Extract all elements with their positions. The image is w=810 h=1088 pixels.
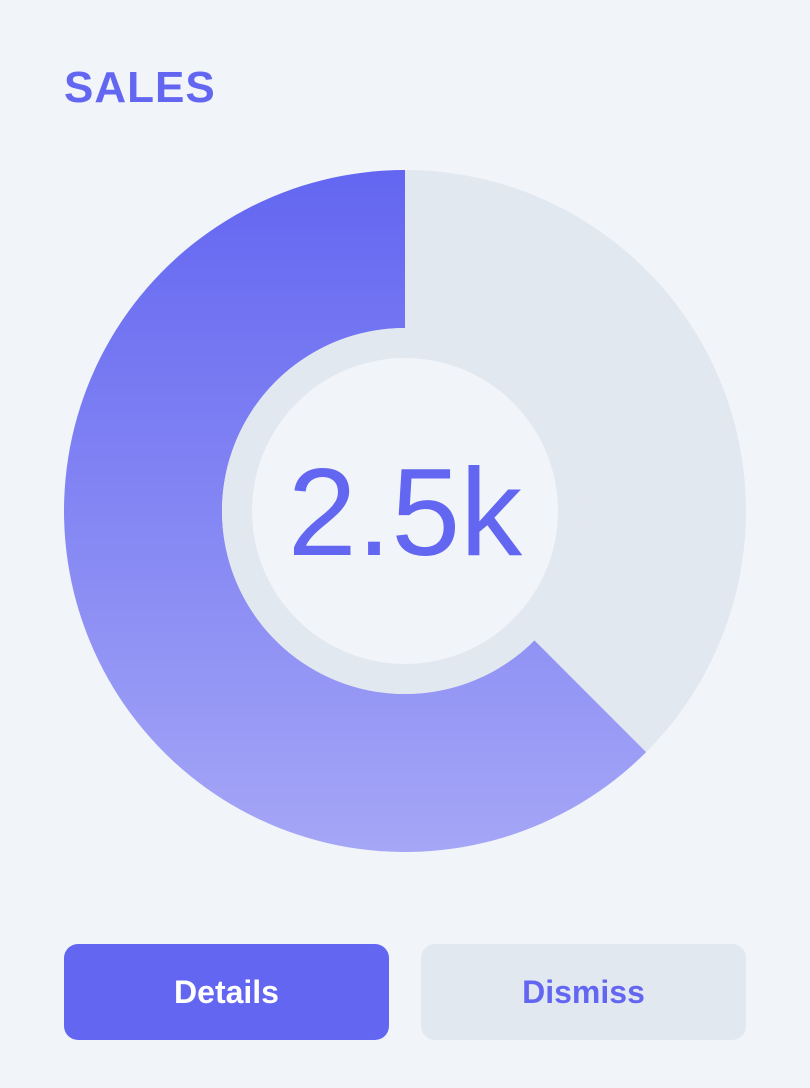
remaining-slice (405, 170, 746, 753)
donut-chart: 2.5k (63, 170, 746, 852)
center-value: 2.5k (288, 444, 523, 582)
center-disc (252, 358, 558, 664)
details-button[interactable]: Details (64, 944, 389, 1040)
card-title: SALES (64, 63, 216, 112)
dismiss-button[interactable]: Dismiss (421, 944, 746, 1040)
filled-slice (63, 170, 647, 852)
